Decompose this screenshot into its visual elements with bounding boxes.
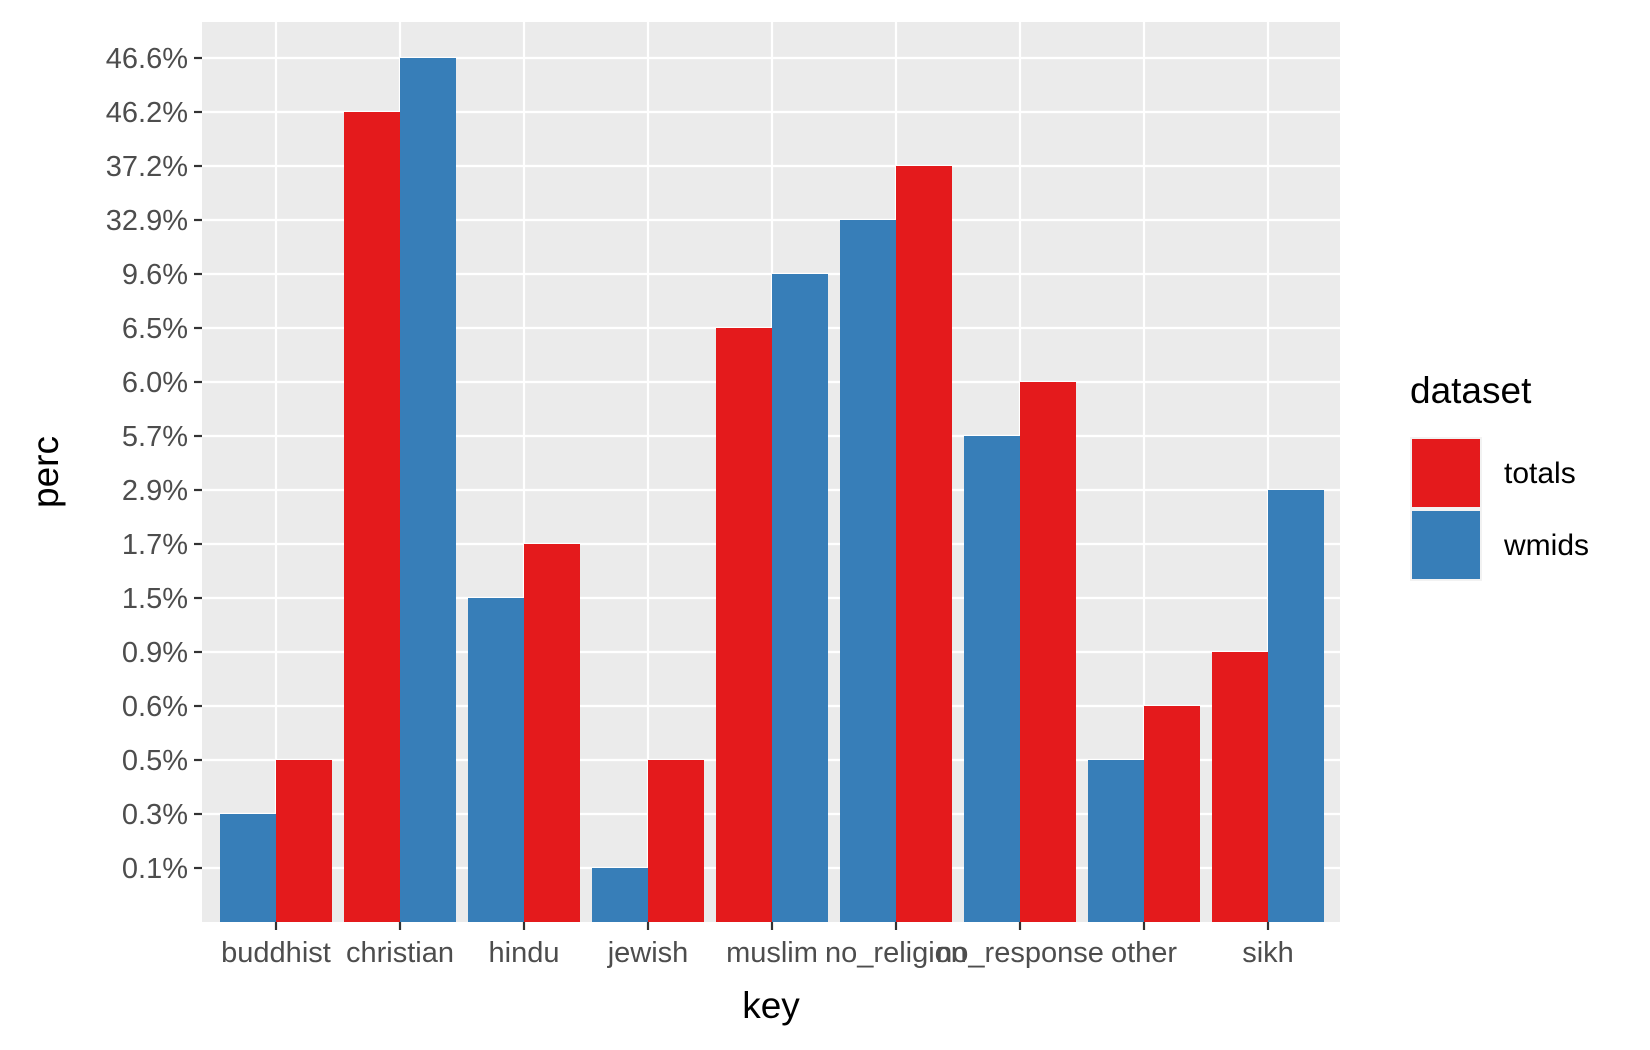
- bar-no_response-wmids: [964, 436, 1020, 922]
- bars: [220, 58, 1324, 922]
- bar-hindu-totals: [524, 544, 580, 922]
- bar-sikh-totals: [1212, 652, 1268, 922]
- y-tick-label: 0.1%: [122, 853, 188, 885]
- y-tick-label: 9.6%: [122, 259, 188, 291]
- legend-label-wmids: wmids: [1503, 529, 1589, 562]
- y-tick-label: 0.5%: [122, 745, 188, 777]
- bar-christian-totals: [344, 112, 400, 922]
- bar-other-totals: [1144, 706, 1200, 922]
- x-axis-title: key: [742, 985, 800, 1026]
- y-tick-label: 0.6%: [122, 691, 188, 723]
- legend-title: dataset: [1410, 370, 1532, 411]
- legend: dataset totals wmids: [1410, 370, 1589, 581]
- y-tick-label: 32.9%: [106, 205, 188, 237]
- x-tick-label: buddhist: [221, 937, 331, 969]
- y-tick-label: 5.7%: [122, 421, 188, 453]
- x-tick-label: no_religion: [825, 937, 967, 969]
- y-tick-label: 46.2%: [106, 97, 188, 129]
- y-tick-label: 2.9%: [122, 475, 188, 507]
- bar-no_religion-totals: [896, 166, 952, 922]
- bar-no_religion-wmids: [840, 220, 896, 922]
- y-axis-title: perc: [25, 436, 66, 508]
- x-tick-label: other: [1111, 937, 1177, 969]
- x-tick-label: christian: [346, 937, 454, 969]
- x-tick-label: no_response: [936, 937, 1104, 969]
- bar-jewish-wmids: [592, 868, 648, 922]
- y-tick-label: 6.5%: [122, 313, 188, 345]
- x-axis: buddhist christian hindu jewish muslim no_rel…: [221, 922, 1294, 969]
- y-tick-label: 1.5%: [122, 583, 188, 615]
- y-tick-label: 6.0%: [122, 367, 188, 399]
- bar-hindu-wmids: [468, 598, 524, 922]
- legend-label-totals: totals: [1504, 457, 1576, 490]
- y-tick-label: 46.6%: [106, 43, 188, 75]
- bar-buddhist-totals: [276, 760, 332, 922]
- bar-other-wmids: [1088, 760, 1144, 922]
- bar-muslim-wmids: [772, 274, 828, 922]
- y-tick-label: 1.7%: [122, 529, 188, 561]
- bar-jewish-totals: [648, 760, 704, 922]
- x-tick-label: sikh: [1242, 937, 1294, 969]
- bar-sikh-wmids: [1268, 490, 1324, 922]
- x-tick-label: hindu: [489, 937, 560, 969]
- bar-no_response-totals: [1020, 382, 1076, 922]
- y-axis: 0.1% 0.3% 0.5% 0.6% 0.9% 1.5% 1.7% 2.9% 5.7% 6.0%…: [106, 43, 202, 885]
- y-tick-label: 0.9%: [122, 637, 188, 669]
- legend-key-totals: [1412, 439, 1480, 507]
- bar-christian-wmids: [400, 58, 456, 922]
- legend-key-wmids: [1412, 511, 1480, 579]
- bar-buddhist-wmids: [220, 814, 276, 922]
- y-tick-label: 37.2%: [106, 151, 188, 183]
- x-tick-label: muslim: [726, 937, 818, 969]
- y-tick-label: 0.3%: [122, 799, 188, 831]
- x-tick-label: jewish: [607, 937, 689, 969]
- bar-muslim-totals: [716, 328, 772, 922]
